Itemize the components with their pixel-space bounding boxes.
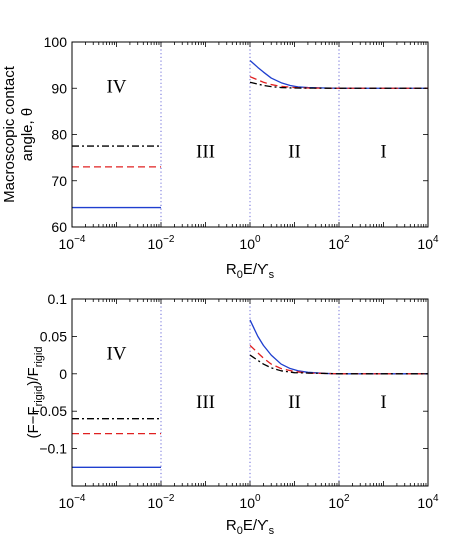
- y-tick-label: 60: [51, 219, 67, 235]
- region-label-ii: II: [288, 392, 301, 413]
- y-axis-label-line: angle, θ: [19, 108, 36, 161]
- y-tick-label: 0.05: [40, 328, 67, 344]
- x-tick-label-base: 10: [328, 495, 344, 511]
- x-tick-label-exponent: 0: [255, 234, 261, 245]
- region-label-iii: III: [196, 392, 215, 413]
- x-tick-label: 102: [328, 493, 350, 511]
- x-tick-label: 10−4: [59, 234, 86, 252]
- x-axis-label-part: R: [226, 517, 237, 534]
- y-axis-label-subscript: rigid: [33, 346, 45, 367]
- y-tick-label: 100: [44, 34, 68, 50]
- x-tick-label-base: 10: [148, 236, 164, 252]
- y-tick-label: 80: [51, 127, 67, 143]
- x-tick-label-base: 10: [239, 236, 255, 252]
- region-label-iv: IV: [106, 343, 126, 364]
- x-axis-label-part: E/ϒ: [243, 261, 269, 278]
- y-tick-label: 0.1: [48, 291, 68, 307]
- x-tick-label-base: 10: [417, 495, 433, 511]
- x-axis-label-subscript: s: [269, 269, 275, 281]
- region-label-ii: II: [288, 141, 301, 162]
- x-tick-label-exponent: 2: [344, 493, 350, 504]
- x-tick-label-base: 10: [59, 495, 75, 511]
- y-tick-label: −0.1: [39, 441, 67, 457]
- x-tick-label: 10−2: [148, 234, 175, 252]
- x-tick-label-base: 10: [417, 236, 433, 252]
- x-tick-label-exponent: 4: [433, 493, 439, 504]
- y-axis-label-subscript: rigid: [33, 386, 45, 407]
- x-tick-label: 10−2: [148, 493, 175, 511]
- x-tick-label-exponent: −2: [163, 493, 175, 504]
- x-tick-label: 100: [239, 493, 261, 511]
- x-axis-label: R0E/ϒs: [226, 517, 275, 537]
- y-axis-label-line: Macroscopic contact: [1, 65, 18, 203]
- x-tick-label: 102: [328, 234, 350, 252]
- x-tick-label-exponent: −4: [74, 234, 86, 245]
- x-axis-label-subscript: s: [269, 525, 275, 537]
- x-tick-label-base: 10: [239, 495, 255, 511]
- x-tick-label-exponent: −4: [74, 493, 86, 504]
- y-tick-label: 70: [51, 173, 67, 189]
- x-tick-label: 104: [417, 493, 439, 511]
- y-axis-label: (F−Frigid)/Frigid: [25, 346, 45, 438]
- y-axis-label-part: (F−F: [25, 406, 42, 438]
- x-tick-label-exponent: −2: [163, 234, 175, 245]
- series-line-3: [249, 354, 428, 375]
- x-tick-label: 104: [417, 234, 439, 252]
- x-axis-label-subscript: 0: [237, 525, 243, 537]
- x-tick-label-exponent: 2: [344, 234, 350, 245]
- x-axis-label-subscript: 0: [237, 269, 243, 281]
- region-label-iii: III: [196, 141, 215, 162]
- x-tick-label-base: 10: [148, 495, 164, 511]
- y-tick-label: −0.05: [32, 403, 68, 419]
- x-axis-label-part: R: [226, 261, 237, 278]
- y-axis-label-part: )/F: [25, 367, 42, 385]
- region-label-i: I: [380, 392, 386, 413]
- region-label-iv: IV: [106, 77, 126, 98]
- x-axis-label-part: E/ϒ: [243, 517, 269, 534]
- x-tick-label: 10−4: [59, 493, 86, 511]
- x-tick-label-base: 10: [328, 236, 344, 252]
- x-tick-label-base: 10: [59, 236, 75, 252]
- x-axis-label: R0E/ϒs: [226, 261, 275, 281]
- y-tick-label: 90: [51, 80, 67, 96]
- x-tick-label-exponent: 4: [433, 234, 439, 245]
- region-label-i: I: [380, 141, 386, 162]
- y-tick-label: 0: [59, 366, 67, 382]
- series-line-2: [249, 344, 428, 375]
- x-tick-label: 100: [239, 234, 261, 252]
- x-tick-label-exponent: 0: [255, 493, 261, 504]
- series-line-3: [249, 81, 428, 89]
